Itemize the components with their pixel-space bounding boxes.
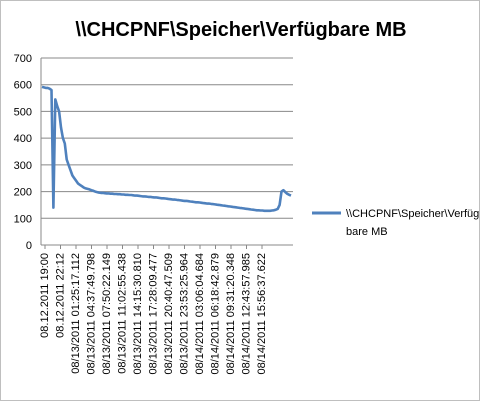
y-tick-label: 500 (14, 106, 32, 118)
x-tick-label: 08/13/2011 04:37:49.798 (86, 253, 98, 375)
x-tick-label: 08.12.2011 22:12 (55, 253, 67, 338)
y-axis-ticks: 0 100 200 300 400 500 600 700 (14, 53, 32, 252)
series-layer (41, 85, 292, 213)
y-tick-label: 600 (14, 80, 32, 92)
x-tick-label: 08/14/2011 09:31:20.348 (225, 253, 237, 375)
series-line (41, 85, 292, 213)
x-tick-label: 08/13/2011 11:02:55.438 (117, 253, 129, 374)
x-tick-label: 08/14/2011 15:56:37.622 (256, 253, 268, 375)
x-tick-label: 08/14/2011 12:43:57.985 (241, 253, 253, 375)
x-tick-label: 08/14/2011 06:18:42.879 (210, 253, 222, 375)
x-axis-ticks: 08.12.2011 19:00 08.12.2011 22:12 08/13/20… (39, 245, 268, 375)
y-tick-label: 0 (26, 240, 32, 252)
x-tick-label: 08/13/2011 23:53:25.964 (179, 253, 191, 375)
x-tick-label: 08/14/2011 03:06:04.684 (194, 253, 206, 375)
y-tick-label: 100 (14, 213, 32, 225)
legend: \\CHCPNF\Speicher\Verfüg bare MB (312, 208, 479, 238)
chart-title: \\CHCPNF\Speicher\Verfügbare MB (75, 19, 406, 41)
x-tick-label: 08/13/2011 20:40:47.509 (163, 253, 175, 375)
x-tick-label: 08/13/2011 14:15:30.810 (132, 253, 144, 375)
y-tick-label: 700 (14, 53, 32, 65)
y-tick-label: 200 (14, 187, 32, 199)
x-tick-label: 08/13/2011 01:25:17.112 (70, 253, 82, 374)
axes (40, 58, 293, 246)
x-tick-label: 08/13/2011 17:28:09.477 (148, 253, 160, 375)
legend-label-continued: bare MB (346, 226, 388, 238)
legend-label: \\CHCPNF\Speicher\Verfüg (346, 208, 479, 220)
y-tick-label: 400 (14, 133, 32, 145)
gridlines (41, 57, 293, 219)
x-tick-label: 08/13/2011 07:50:22.149 (101, 253, 113, 375)
y-tick-label: 300 (14, 160, 32, 172)
x-tick-label: 08.12.2011 19:00 (39, 253, 51, 338)
